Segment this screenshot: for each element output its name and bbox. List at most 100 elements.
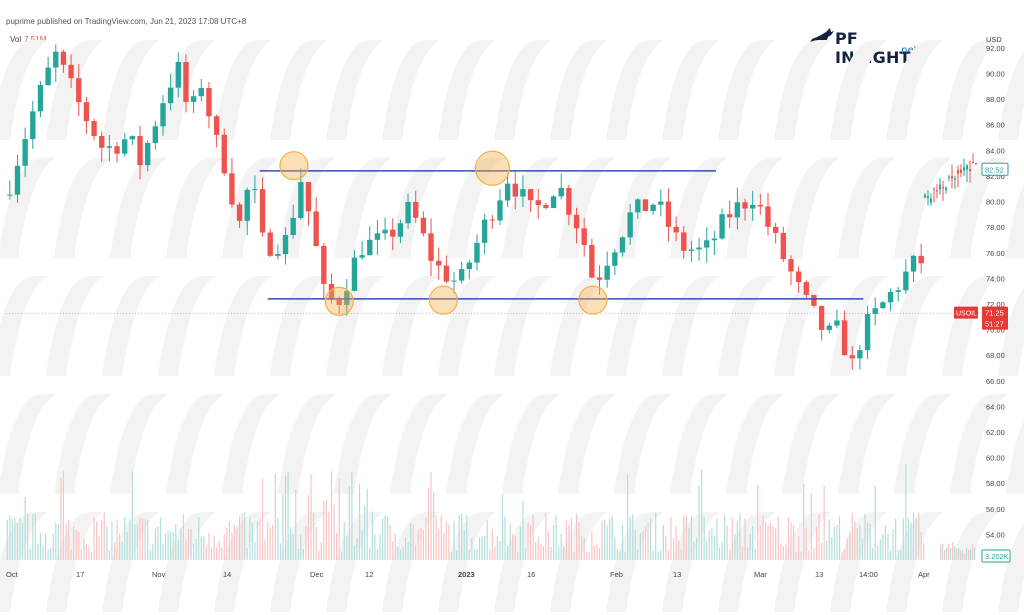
candle-body[interactable]: [765, 206, 771, 227]
candle-body[interactable]: [665, 201, 672, 227]
candle-body[interactable]: [198, 88, 204, 97]
candle-body[interactable]: [727, 214, 733, 218]
candle-body[interactable]: [857, 350, 863, 359]
candle-body[interactable]: [359, 255, 365, 258]
candle-body[interactable]: [673, 226, 679, 233]
candle-body[interactable]: [367, 239, 373, 256]
candle-body[interactable]: [167, 87, 174, 104]
candle-body[interactable]: [512, 183, 518, 197]
candle-body[interactable]: [939, 184, 941, 190]
candle-body[interactable]: [903, 271, 909, 291]
candle-body[interactable]: [696, 247, 702, 250]
candle-body[interactable]: [99, 136, 105, 148]
candle-body[interactable]: [114, 146, 120, 154]
candle-body[interactable]: [420, 217, 427, 234]
candle-body[interactable]: [795, 271, 802, 283]
candle-body[interactable]: [60, 51, 67, 65]
candle-body[interactable]: [374, 233, 381, 240]
candle-body[interactable]: [129, 136, 136, 140]
candle-body[interactable]: [972, 162, 974, 164]
candle-body[interactable]: [229, 173, 235, 205]
candle-body[interactable]: [221, 134, 227, 174]
candle-body[interactable]: [543, 205, 549, 209]
candle-body[interactable]: [933, 188, 935, 190]
candle-body[interactable]: [397, 223, 404, 237]
candle-body[interactable]: [336, 299, 342, 305]
candle-body[interactable]: [413, 202, 419, 218]
candle-body[interactable]: [975, 162, 977, 164]
candle-body[interactable]: [803, 282, 809, 295]
price-axis[interactable]: USD 54.00 56.00 58.00 60.00 62.00 64.00 66.00 68…: [986, 35, 1005, 539]
candle-body[interactable]: [175, 61, 181, 88]
candle-body[interactable]: [213, 116, 220, 135]
candle-body[interactable]: [183, 61, 189, 102]
candlesticks[interactable]: [7, 44, 977, 370]
candle-body[interactable]: [14, 165, 21, 195]
candle-body[interactable]: [642, 199, 649, 212]
candle-body[interactable]: [910, 255, 917, 272]
candle-body[interactable]: [704, 240, 710, 248]
candle-body[interactable]: [788, 259, 794, 272]
candle-body[interactable]: [966, 165, 968, 170]
candle-body[interactable]: [481, 219, 488, 243]
candle-body[interactable]: [428, 233, 434, 261]
candle-body[interactable]: [834, 320, 840, 326]
candle-body[interactable]: [681, 232, 687, 251]
candle-body[interactable]: [612, 252, 618, 266]
candle-body[interactable]: [650, 204, 656, 212]
candle-body[interactable]: [68, 64, 74, 79]
candle-body[interactable]: [927, 196, 929, 198]
candle-body[interactable]: [351, 257, 358, 291]
candle-body[interactable]: [658, 201, 664, 205]
candle-body[interactable]: [30, 111, 36, 140]
candle-body[interactable]: [960, 169, 962, 173]
candle-body[interactable]: [267, 232, 273, 256]
time-axis[interactable]: Oct 17 Nov 14 Dec 12 2023 16 Feb 13 Mar 13 14:00 Apr: [6, 570, 930, 579]
candle-body[interactable]: [474, 242, 480, 263]
candle-body[interactable]: [275, 254, 281, 256]
candle-body[interactable]: [604, 265, 610, 280]
candle-body[interactable]: [298, 182, 304, 218]
candle-body[interactable]: [458, 269, 465, 281]
candle-body[interactable]: [45, 67, 51, 86]
candle-body[interactable]: [252, 189, 258, 191]
candle-body[interactable]: [504, 183, 511, 201]
horizontal-levels[interactable]: [259, 170, 864, 300]
candle-body[interactable]: [244, 189, 250, 221]
candle-body[interactable]: [566, 187, 572, 215]
candle-body[interactable]: [750, 204, 756, 209]
candle-body[interactable]: [818, 305, 825, 330]
candle-body[interactable]: [872, 308, 878, 315]
candle-body[interactable]: [573, 214, 580, 229]
candle-body[interactable]: [948, 176, 950, 178]
candle-body[interactable]: [719, 214, 725, 239]
candle-body[interactable]: [969, 169, 971, 172]
candle-body[interactable]: [290, 217, 296, 235]
candle-body[interactable]: [627, 212, 633, 238]
candle-body[interactable]: [826, 325, 832, 330]
candle-body[interactable]: [160, 103, 166, 127]
candle-body[interactable]: [436, 260, 442, 266]
candle-body[interactable]: [942, 187, 944, 189]
candle-body[interactable]: [924, 195, 926, 198]
candle-body[interactable]: [144, 142, 151, 166]
candle-body[interactable]: [849, 355, 855, 359]
candle-body[interactable]: [711, 238, 718, 241]
candle-body[interactable]: [589, 244, 595, 278]
candle-body[interactable]: [83, 102, 90, 122]
candle-body[interactable]: [344, 290, 350, 305]
candle-body[interactable]: [53, 51, 59, 68]
candle-body[interactable]: [880, 302, 886, 309]
candle-body[interactable]: [122, 139, 128, 154]
candle-body[interactable]: [313, 211, 319, 246]
candle-body[interactable]: [841, 320, 848, 356]
candle-body[interactable]: [520, 189, 526, 197]
candle-body[interactable]: [91, 121, 97, 137]
candle-body[interactable]: [596, 277, 603, 280]
candle-body[interactable]: [635, 199, 641, 213]
candle-body[interactable]: [152, 126, 159, 143]
candle-body[interactable]: [206, 88, 212, 117]
candle-body[interactable]: [489, 219, 495, 221]
candle-body[interactable]: [137, 136, 143, 166]
